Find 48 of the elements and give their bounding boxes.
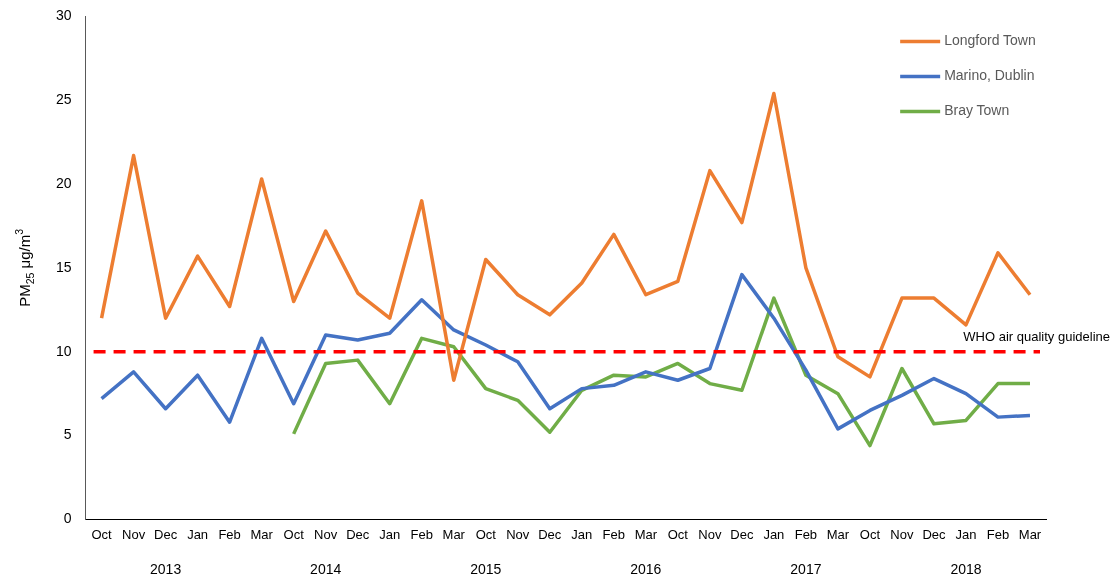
x-tick-label: Jan: [955, 526, 977, 542]
text: 2013: [150, 560, 182, 577]
legend-label: Marino, Dublin: [944, 67, 1035, 84]
y-tick-label: 25: [55, 91, 72, 108]
y-tick-label: 20: [55, 174, 72, 191]
x-tick-label: Oct: [859, 526, 881, 542]
y-tick-label: 5: [63, 426, 72, 443]
x-tick-label: Jan: [763, 526, 785, 542]
x-tick-label: Nov: [698, 526, 722, 542]
y-tick-label: 30: [55, 7, 72, 24]
x-tick-label: Dec: [730, 526, 754, 542]
x-tick-label: Oct: [91, 526, 113, 542]
x-tick-label: Oct: [475, 526, 497, 542]
x-tick-label: Mar: [1018, 526, 1042, 542]
x-tick-label: Dec: [538, 526, 562, 542]
x-tick-label: Dec: [346, 526, 370, 542]
x-tick-label: Jan: [379, 526, 401, 542]
x-tick-label: Feb: [794, 526, 818, 542]
text: 2017: [790, 560, 822, 577]
x-tick-label: Nov: [122, 526, 146, 542]
x-tick-label: Dec: [154, 526, 178, 542]
x-tick-label: Nov: [890, 526, 914, 542]
y-tick-label: 0: [63, 510, 72, 527]
text: 2014: [310, 560, 342, 577]
x-tick-label: Jan: [571, 526, 593, 542]
x-tick-label: Dec: [922, 526, 947, 542]
x-tick-label: Feb: [218, 526, 241, 542]
y-tick-label: 10: [55, 342, 72, 359]
legend-label: Longford Town: [944, 32, 1036, 49]
legend-label: Bray Town: [944, 102, 1010, 119]
x-tick-label: Nov: [506, 526, 530, 542]
x-tick-label: Jan: [187, 526, 209, 542]
y-tick-label: 15: [55, 258, 72, 275]
x-tick-label: Feb: [602, 526, 626, 542]
x-tick-label: Mar: [826, 526, 850, 542]
x-tick-label: Oct: [283, 526, 305, 542]
x-tick-label: Mar: [250, 526, 274, 542]
text: 2018: [950, 560, 982, 577]
x-tick-label: Nov: [314, 526, 338, 542]
x-tick-label: Feb: [410, 526, 433, 542]
ref-line-label: WHO air quality guideline: [963, 328, 1110, 344]
x-tick-label: Mar: [634, 526, 658, 542]
x-tick-label: Mar: [442, 526, 466, 542]
text: 2015: [470, 560, 502, 577]
text: 2016: [630, 560, 662, 577]
x-tick-label: Oct: [667, 526, 689, 542]
x-tick-label: Feb: [986, 526, 1010, 542]
y-axis-title: PM25 μg/m3: [13, 228, 36, 307]
